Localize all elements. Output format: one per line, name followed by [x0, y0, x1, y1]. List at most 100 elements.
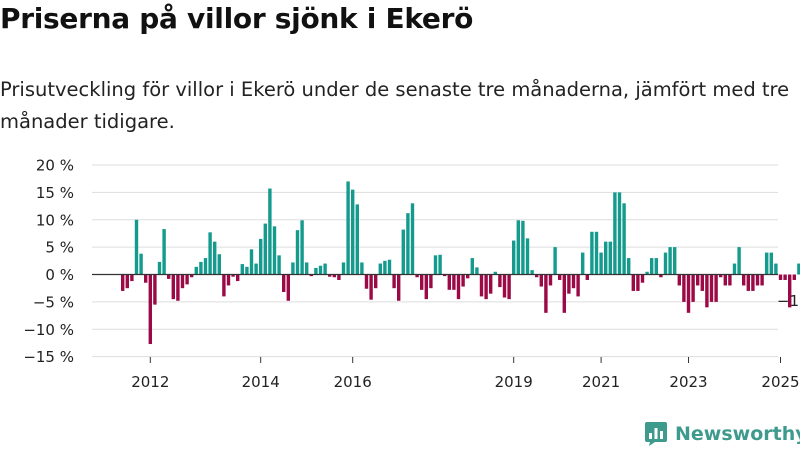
bar [590, 231, 594, 275]
bar [351, 189, 355, 275]
bar [627, 258, 631, 275]
bar [171, 274, 175, 300]
bar [162, 229, 166, 275]
bar [484, 274, 488, 300]
bar [760, 274, 764, 286]
bar [249, 249, 254, 275]
bar [562, 274, 566, 313]
bar [167, 274, 171, 279]
bar [507, 274, 511, 300]
bar [530, 270, 534, 275]
bar [360, 262, 364, 275]
bar [263, 223, 267, 275]
bar [157, 261, 162, 275]
bar [295, 230, 300, 275]
bar [512, 240, 516, 275]
y-tick-label: 0 % [45, 266, 74, 284]
bar [272, 226, 277, 275]
bar [778, 274, 783, 280]
bar [397, 274, 401, 301]
bar [788, 274, 792, 308]
brand-name: Newsworthy [675, 423, 800, 445]
bar [677, 274, 681, 286]
bar [673, 247, 677, 275]
bar [309, 274, 313, 277]
x-tick-label: 2012 [131, 373, 169, 391]
bar [291, 262, 295, 275]
bar [783, 274, 787, 280]
bar [613, 192, 617, 275]
bar [410, 203, 415, 275]
bar [328, 274, 332, 277]
bar [415, 274, 419, 278]
bar [709, 274, 714, 302]
bar [341, 262, 346, 275]
bar [374, 274, 378, 289]
y-tick-label: −15 % [23, 348, 74, 366]
bar [456, 274, 461, 300]
bar [622, 203, 626, 275]
bar [539, 274, 543, 287]
bar [466, 274, 470, 279]
bar [774, 263, 778, 275]
x-tick-label: 2014 [242, 373, 280, 391]
bar [406, 213, 410, 275]
y-tick-label: 15 % [36, 184, 74, 202]
bar [332, 274, 336, 278]
y-tick-label: −5 % [33, 293, 74, 311]
bar [755, 274, 760, 286]
bar [401, 229, 405, 275]
bar [314, 267, 318, 275]
bar [420, 274, 424, 290]
bar [240, 264, 244, 275]
bar [268, 188, 272, 275]
bar [489, 274, 493, 294]
bar [318, 265, 323, 275]
bar [236, 274, 240, 282]
bar [203, 258, 208, 275]
newsworthy-logo: Newsworthy [644, 419, 800, 449]
bar [194, 266, 198, 275]
bar [792, 274, 796, 280]
bar [337, 274, 341, 280]
axes: 20 % 15 % 10 % 5 % 0 % −5 % −10 % −15 % 2012 2014… [23, 157, 799, 392]
bar [493, 271, 497, 275]
bar [125, 274, 129, 289]
bar [645, 271, 649, 275]
last-value-annotation: −1 % [777, 292, 800, 310]
bar [213, 241, 217, 275]
bar [470, 258, 474, 275]
bar [668, 247, 672, 275]
bar [245, 266, 249, 275]
bar [732, 263, 737, 275]
bar [387, 259, 392, 275]
chart-title: Priserna på villor sjönk i Ekerö [0, 2, 474, 35]
bar [535, 274, 539, 278]
bar [277, 255, 281, 275]
x-tick-label: 2021 [582, 373, 620, 391]
y-tick-label: 20 % [36, 157, 74, 175]
bar [286, 274, 290, 301]
bar [544, 274, 548, 313]
bar [594, 231, 599, 275]
bar [433, 255, 438, 275]
bar [217, 254, 221, 275]
x-tick-label: 2016 [334, 373, 372, 391]
bar [599, 252, 603, 275]
bar [429, 274, 433, 289]
bar [719, 274, 723, 278]
bar [355, 204, 359, 275]
y-tick-label: 5 % [45, 239, 74, 257]
bar [300, 220, 304, 275]
bar [663, 252, 668, 275]
bar [144, 274, 148, 283]
bar [608, 241, 612, 275]
bar [797, 263, 800, 275]
bar [553, 247, 557, 275]
bar [130, 274, 134, 282]
bar [696, 274, 700, 286]
gridlines [92, 164, 778, 358]
bar [631, 274, 635, 291]
bar [686, 274, 691, 313]
bar [231, 274, 235, 277]
